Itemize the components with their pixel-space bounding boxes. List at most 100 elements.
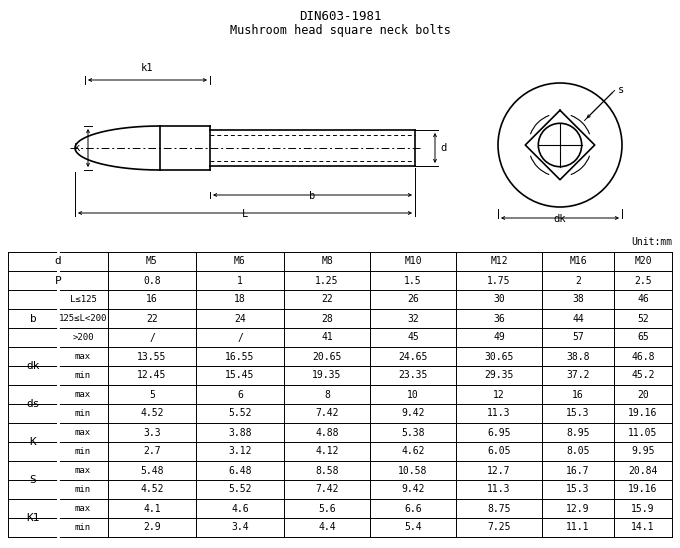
Text: 11.3: 11.3 (488, 408, 511, 419)
Text: d: d (440, 143, 446, 153)
Text: 1: 1 (237, 276, 243, 286)
Text: M10: M10 (404, 256, 422, 266)
Text: K1: K1 (27, 513, 39, 523)
Text: dk: dk (554, 214, 566, 224)
Text: 3.3: 3.3 (143, 427, 160, 437)
Text: 19.35: 19.35 (312, 370, 341, 380)
Text: 19.16: 19.16 (628, 408, 658, 419)
Text: 20: 20 (637, 390, 649, 399)
Text: 5.6: 5.6 (318, 504, 336, 513)
Text: 8: 8 (324, 390, 330, 399)
Text: 0.8: 0.8 (143, 276, 160, 286)
Text: s: s (617, 85, 624, 95)
Text: 14.1: 14.1 (631, 522, 655, 533)
Text: 7.25: 7.25 (488, 522, 511, 533)
Text: 8.95: 8.95 (566, 427, 590, 437)
Text: 4.88: 4.88 (316, 427, 339, 437)
Text: /: / (149, 333, 155, 342)
Text: 1.25: 1.25 (316, 276, 339, 286)
Text: max: max (75, 466, 91, 475)
Text: 10: 10 (407, 390, 419, 399)
Text: 57: 57 (572, 333, 584, 342)
Text: 16: 16 (572, 390, 584, 399)
Text: 1.5: 1.5 (404, 276, 422, 286)
Text: >200: >200 (72, 333, 94, 342)
Text: 4.1: 4.1 (143, 504, 160, 513)
Text: 36: 36 (493, 313, 505, 323)
Text: 4.12: 4.12 (316, 447, 339, 456)
Text: 5.4: 5.4 (404, 522, 422, 533)
Text: 16.55: 16.55 (225, 351, 255, 362)
Text: 5.38: 5.38 (401, 427, 425, 437)
Text: 125≤L<200: 125≤L<200 (58, 314, 107, 323)
Text: 13.55: 13.55 (137, 351, 167, 362)
Text: 38: 38 (572, 294, 584, 305)
Text: max: max (75, 352, 91, 361)
Text: 10.58: 10.58 (398, 465, 428, 476)
Text: 24: 24 (234, 313, 246, 323)
Text: min: min (75, 409, 91, 418)
Text: b: b (309, 191, 316, 201)
Text: 46.8: 46.8 (631, 351, 655, 362)
Text: 4.62: 4.62 (401, 447, 425, 456)
Text: 65: 65 (637, 333, 649, 342)
Text: 2.5: 2.5 (634, 276, 652, 286)
Text: M6: M6 (234, 256, 246, 266)
Text: max: max (75, 428, 91, 437)
Text: 12.7: 12.7 (488, 465, 511, 476)
Text: M20: M20 (634, 256, 652, 266)
Text: 5.48: 5.48 (140, 465, 164, 476)
Text: M8: M8 (321, 256, 333, 266)
Text: 5: 5 (149, 390, 155, 399)
Text: 26: 26 (407, 294, 419, 305)
Text: max: max (75, 390, 91, 399)
Text: 8.75: 8.75 (488, 504, 511, 513)
Text: 30: 30 (493, 294, 505, 305)
Text: 2.7: 2.7 (143, 447, 160, 456)
Text: 6.48: 6.48 (228, 465, 252, 476)
Text: 2.9: 2.9 (143, 522, 160, 533)
Text: 6.95: 6.95 (488, 427, 511, 437)
Text: 7.42: 7.42 (316, 484, 339, 494)
Text: 28: 28 (321, 313, 333, 323)
Text: 41: 41 (321, 333, 333, 342)
Text: 9.42: 9.42 (401, 408, 425, 419)
Text: min: min (75, 447, 91, 456)
Text: S: S (30, 475, 36, 485)
Text: Mushroom head square neck bolts: Mushroom head square neck bolts (230, 24, 450, 37)
Text: Unit:mm: Unit:mm (631, 237, 672, 247)
Text: /: / (237, 333, 243, 342)
Text: 12.45: 12.45 (137, 370, 167, 380)
Text: 11.3: 11.3 (488, 484, 511, 494)
Text: max: max (75, 504, 91, 513)
Text: 30.65: 30.65 (484, 351, 513, 362)
Text: 15.3: 15.3 (566, 484, 590, 494)
Text: 24.65: 24.65 (398, 351, 428, 362)
Text: 4.6: 4.6 (231, 504, 249, 513)
Text: 15.45: 15.45 (225, 370, 255, 380)
Text: 16.7: 16.7 (566, 465, 590, 476)
Text: 6.6: 6.6 (404, 504, 422, 513)
Text: 22: 22 (146, 313, 158, 323)
Text: 16: 16 (146, 294, 158, 305)
Text: 5.52: 5.52 (228, 484, 252, 494)
Text: DIN603-1981: DIN603-1981 (299, 10, 381, 23)
Text: min: min (75, 371, 91, 380)
Text: 49: 49 (493, 333, 505, 342)
Text: 8.58: 8.58 (316, 465, 339, 476)
Text: 46: 46 (637, 294, 649, 305)
Text: 45.2: 45.2 (631, 370, 655, 380)
Text: b: b (30, 313, 36, 323)
Text: 38.8: 38.8 (566, 351, 590, 362)
Text: 2: 2 (575, 276, 581, 286)
Text: 8.05: 8.05 (566, 447, 590, 456)
Text: 4.4: 4.4 (318, 522, 336, 533)
Text: min: min (75, 523, 91, 532)
Text: dk: dk (27, 361, 39, 371)
Text: 7.42: 7.42 (316, 408, 339, 419)
Text: k1: k1 (141, 63, 154, 73)
Text: 1.75: 1.75 (488, 276, 511, 286)
Text: M12: M12 (490, 256, 508, 266)
Text: 15.9: 15.9 (631, 504, 655, 513)
Text: ds: ds (27, 399, 39, 409)
